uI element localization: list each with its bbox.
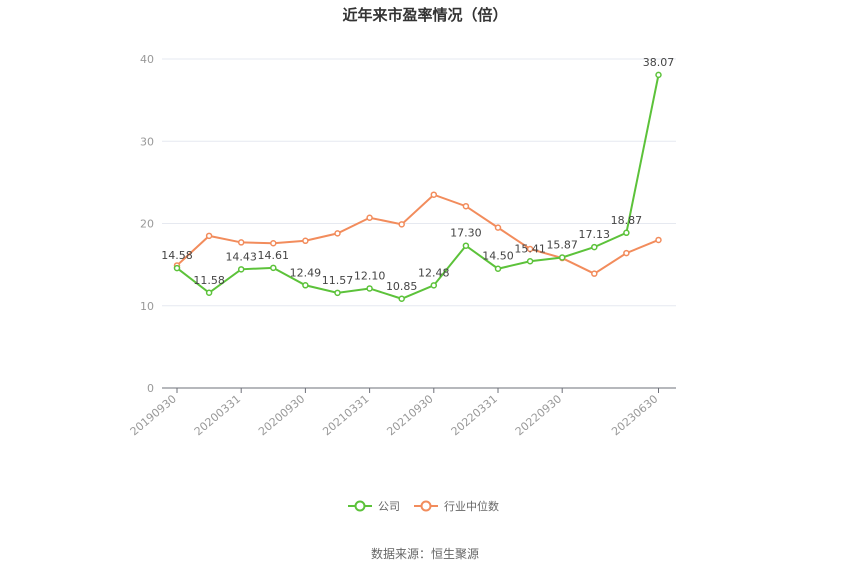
data-point[interactable] (430, 191, 438, 198)
y-tick-label: 10 (140, 300, 154, 313)
data-label: 15.41 (514, 242, 546, 255)
data-label: 15.87 (546, 238, 578, 251)
data-label: 12.49 (290, 266, 322, 279)
data-label: 14.50 (482, 250, 514, 263)
data-point[interactable] (366, 214, 373, 221)
data-point[interactable] (334, 289, 341, 297)
data-point[interactable] (623, 249, 630, 257)
series-lines (173, 71, 662, 303)
data-point[interactable] (462, 242, 470, 249)
x-tick-label: 20210331 (320, 392, 371, 438)
x-axis: 20190930 20200331 20200930 20210331 20210930… (128, 387, 676, 438)
x-tick-label: 20220930 (513, 392, 564, 438)
data-label: 12.10 (354, 269, 386, 282)
legend-label: 公司 (378, 500, 400, 513)
x-tick-label: 20200930 (256, 392, 307, 438)
data-label: 17.13 (579, 228, 611, 241)
x-tick-label: 20190930 (128, 392, 179, 438)
data-label: 11.58 (193, 274, 225, 287)
data-point[interactable] (173, 264, 181, 272)
data-label: 14.43 (225, 250, 257, 263)
data-point[interactable] (591, 243, 598, 251)
data-point[interactable] (494, 224, 502, 231)
data-label: 12.48 (418, 266, 450, 279)
data-point[interactable] (398, 295, 405, 303)
data-point[interactable] (205, 289, 213, 297)
data-point[interactable] (526, 258, 534, 265)
data-point[interactable] (302, 282, 309, 289)
data-label: 14.61 (258, 249, 290, 262)
data-point[interactable] (558, 254, 566, 261)
legend-marker (420, 500, 432, 512)
x-tick-label: 20200331 (192, 392, 243, 438)
data-point[interactable] (526, 245, 534, 253)
y-axis: 0 10 20 30 40 (140, 53, 154, 395)
data-label: 10.85 (386, 280, 418, 293)
data-label: 38.07 (643, 56, 675, 69)
chart-title: 近年来市盈率情况（倍） (342, 6, 507, 24)
data-point[interactable] (237, 239, 245, 246)
data-point[interactable] (398, 221, 405, 228)
y-tick-label: 20 (140, 218, 154, 231)
data-point[interactable] (591, 270, 598, 277)
legend-item[interactable]: 行业中位数 (414, 499, 499, 513)
series-line (176, 74, 660, 300)
data-label: 14.58 (161, 249, 193, 262)
legend-label: 行业中位数 (444, 499, 499, 513)
data-point[interactable] (494, 265, 502, 272)
y-tick-label: 40 (140, 53, 154, 66)
data-point[interactable] (655, 71, 662, 79)
legend-item[interactable]: 公司 (348, 500, 400, 513)
series-0 (173, 71, 662, 303)
x-tick-label: 20220331 (449, 392, 500, 438)
y-tick-label: 30 (140, 135, 154, 148)
data-point[interactable] (430, 282, 438, 289)
data-point[interactable] (237, 266, 245, 273)
data-point[interactable] (270, 239, 277, 247)
data-point[interactable] (205, 232, 213, 240)
data-point[interactable] (655, 236, 662, 244)
x-tick-label: 20210930 (384, 392, 435, 438)
data-label: 18.87 (611, 214, 643, 227)
data-point[interactable] (302, 237, 309, 245)
data-label: 11.57 (322, 274, 354, 287)
series-1 (173, 191, 662, 277)
series-line (176, 193, 659, 275)
gridlines (162, 58, 676, 307)
legend[interactable]: 公司 行业中位数 (348, 499, 499, 513)
legend-marker (354, 500, 366, 512)
y-tick-label: 0 (147, 382, 154, 395)
data-point[interactable] (462, 202, 470, 210)
data-point[interactable] (334, 230, 341, 237)
x-tick-label: 20230630 (609, 392, 660, 438)
data-label: 17.30 (450, 227, 482, 240)
source-note: 数据来源：恒生聚源 (371, 546, 479, 561)
data-point[interactable] (366, 285, 373, 292)
data-point[interactable] (270, 264, 277, 272)
data-point[interactable] (623, 229, 630, 237)
